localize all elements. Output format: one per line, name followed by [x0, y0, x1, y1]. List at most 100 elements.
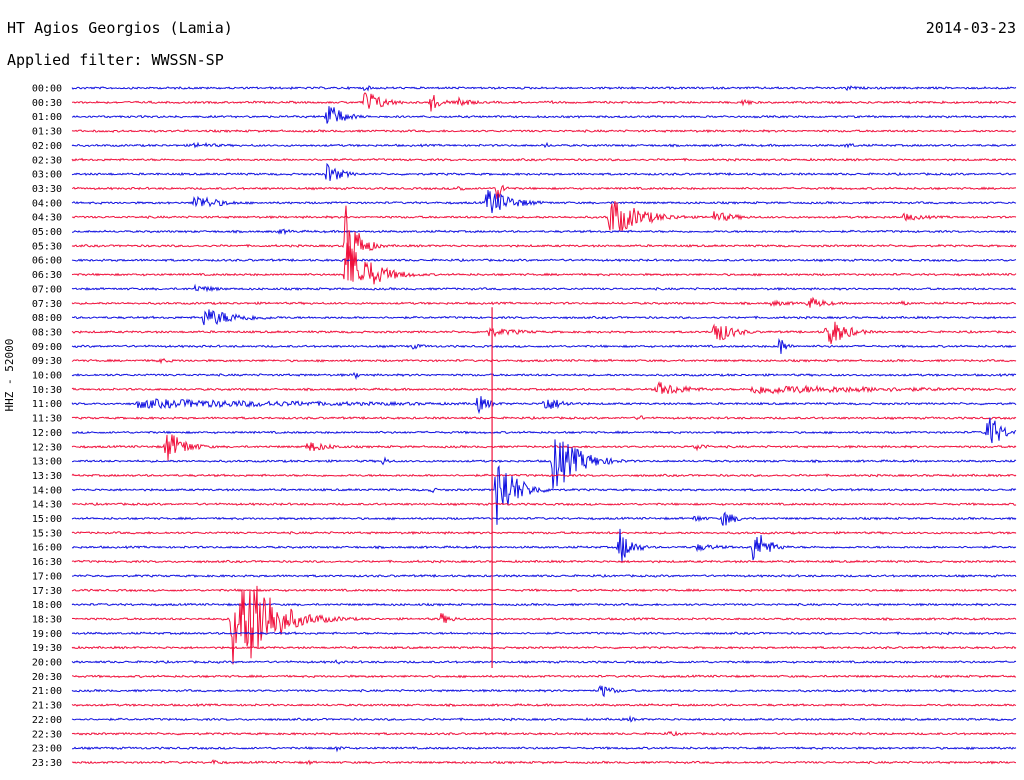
trace-row-1330	[71, 473, 1017, 478]
trace-row-0700	[71, 283, 1017, 293]
trace-row-2200	[71, 715, 1017, 723]
time-tick-label: 14:00	[32, 485, 62, 496]
trace-row-1030	[71, 381, 1017, 395]
time-tick-label: 10:00	[32, 371, 62, 382]
time-tick-label: 04:00	[32, 198, 62, 209]
trace-row-0400	[71, 189, 1017, 214]
trace-row-1800	[71, 602, 1017, 607]
trace-row-1630	[71, 559, 1017, 564]
time-tick-label: 20:30	[32, 672, 62, 683]
time-tick-label: 11:30	[32, 414, 62, 425]
trace-row-0800	[71, 309, 1017, 326]
time-tick-label: 07:30	[32, 299, 62, 310]
time-tick-label: 19:00	[32, 629, 62, 640]
trace-row-0530	[71, 205, 1017, 281]
trace-row-2100	[71, 685, 1017, 698]
trace-row-0730	[71, 296, 1017, 308]
filter-label: Applied filter: WWSSN-SP	[7, 51, 224, 69]
trace-row-2130	[71, 703, 1017, 708]
time-tick-label: 06:30	[32, 270, 62, 281]
time-tick-label: 01:30	[32, 127, 62, 138]
time-tick-label: 17:00	[32, 571, 62, 582]
trace-row-0430	[71, 201, 1017, 232]
time-tick-label: 16:30	[32, 557, 62, 568]
trace-row-1530	[71, 530, 1017, 535]
time-tick-label: 09:00	[32, 342, 62, 353]
trace-row-0000	[71, 85, 1017, 92]
time-tick-label: 21:00	[32, 686, 62, 697]
time-tick-label: 08:30	[32, 327, 62, 338]
trace-row-1100	[71, 396, 1017, 415]
time-tick-label: 08:00	[32, 313, 62, 324]
time-tick-label: 13:30	[32, 471, 62, 482]
time-tick-label: 15:30	[32, 528, 62, 539]
trace-row-0630	[71, 242, 1017, 285]
trace-row-1830	[71, 585, 1017, 665]
time-tick-label: 19:30	[32, 643, 62, 654]
trace-row-2030	[71, 674, 1017, 679]
trace-row-1700	[72, 573, 1017, 578]
time-tick-label: 05:00	[32, 227, 62, 238]
trace-row-0130	[71, 129, 1017, 134]
trace-row-2230	[71, 730, 1017, 737]
time-tick-label: 10:30	[32, 385, 62, 396]
time-tick-label: 03:00	[32, 170, 62, 181]
trace-group	[71, 85, 1017, 766]
trace-row-0900	[71, 337, 1017, 354]
trace-row-1300	[72, 439, 1017, 489]
time-tick-label: 02:00	[32, 141, 62, 152]
station-title: HT Agios Georgios (Lamia)	[7, 19, 233, 37]
time-tick-label: 00:00	[32, 84, 62, 95]
time-tick-group: 00:00 00:30 01:00 01:30 02:00 02:30 03:00 03:30…	[32, 84, 62, 769]
time-tick-label: 00:30	[32, 98, 62, 109]
trace-row-1430	[71, 501, 1017, 507]
time-tick-label: 22:30	[32, 729, 62, 740]
time-tick-label: 02:30	[32, 155, 62, 166]
time-tick-label: 18:30	[32, 614, 62, 625]
time-tick-label: 18:00	[32, 600, 62, 611]
trace-row-1600	[71, 528, 1017, 562]
time-tick-label: 14:30	[32, 500, 62, 511]
trace-row-0230	[71, 157, 1017, 162]
trace-row-0030	[71, 92, 1017, 112]
record-date: 2014-03-23	[925, 19, 1016, 37]
trace-row-1130	[71, 415, 1017, 421]
trace-row-1930	[71, 645, 1017, 650]
time-tick-label: 06:00	[32, 256, 62, 267]
time-tick-label: 07:00	[32, 284, 62, 295]
time-tick-label: 23:30	[32, 758, 62, 769]
time-tick-label: 12:30	[32, 442, 62, 453]
trace-row-1500	[71, 511, 1017, 526]
time-tick-label: 22:00	[32, 715, 62, 726]
time-tick-label: 05:30	[32, 241, 62, 252]
trace-row-1730	[71, 588, 1017, 593]
time-tick-label: 23:00	[32, 744, 62, 755]
trace-row-0830	[71, 321, 1017, 345]
trace-row-1900	[71, 631, 1017, 636]
time-tick-label: 11:00	[32, 399, 62, 410]
trace-row-2330	[71, 759, 1016, 766]
time-tick-label: 13:00	[32, 457, 62, 468]
trace-row-0600	[71, 258, 1017, 263]
trace-row-2000	[71, 659, 1017, 665]
trace-row-1400	[71, 465, 1017, 525]
time-tick-label: 09:30	[32, 356, 62, 367]
time-tick-label: 16:00	[32, 543, 62, 554]
trace-row-0500	[72, 228, 1017, 236]
time-tick-label: 12:00	[32, 428, 62, 439]
trace-row-1230	[71, 434, 1017, 461]
trace-row-1200	[71, 417, 1017, 444]
time-tick-label: 17:30	[32, 586, 62, 597]
time-tick-label: 21:30	[32, 701, 62, 712]
time-tick-label: 01:00	[32, 112, 62, 123]
trace-row-2300	[71, 745, 1017, 753]
time-tick-label: 03:30	[32, 184, 62, 195]
time-tick-label: 20:00	[32, 658, 62, 669]
trace-row-0200	[71, 141, 1017, 149]
trace-row-0300	[71, 162, 1017, 181]
trace-row-0330	[71, 184, 1017, 200]
time-tick-label: 04:30	[32, 213, 62, 224]
trace-row-0930	[71, 357, 1017, 365]
trace-row-0100	[71, 106, 1017, 124]
